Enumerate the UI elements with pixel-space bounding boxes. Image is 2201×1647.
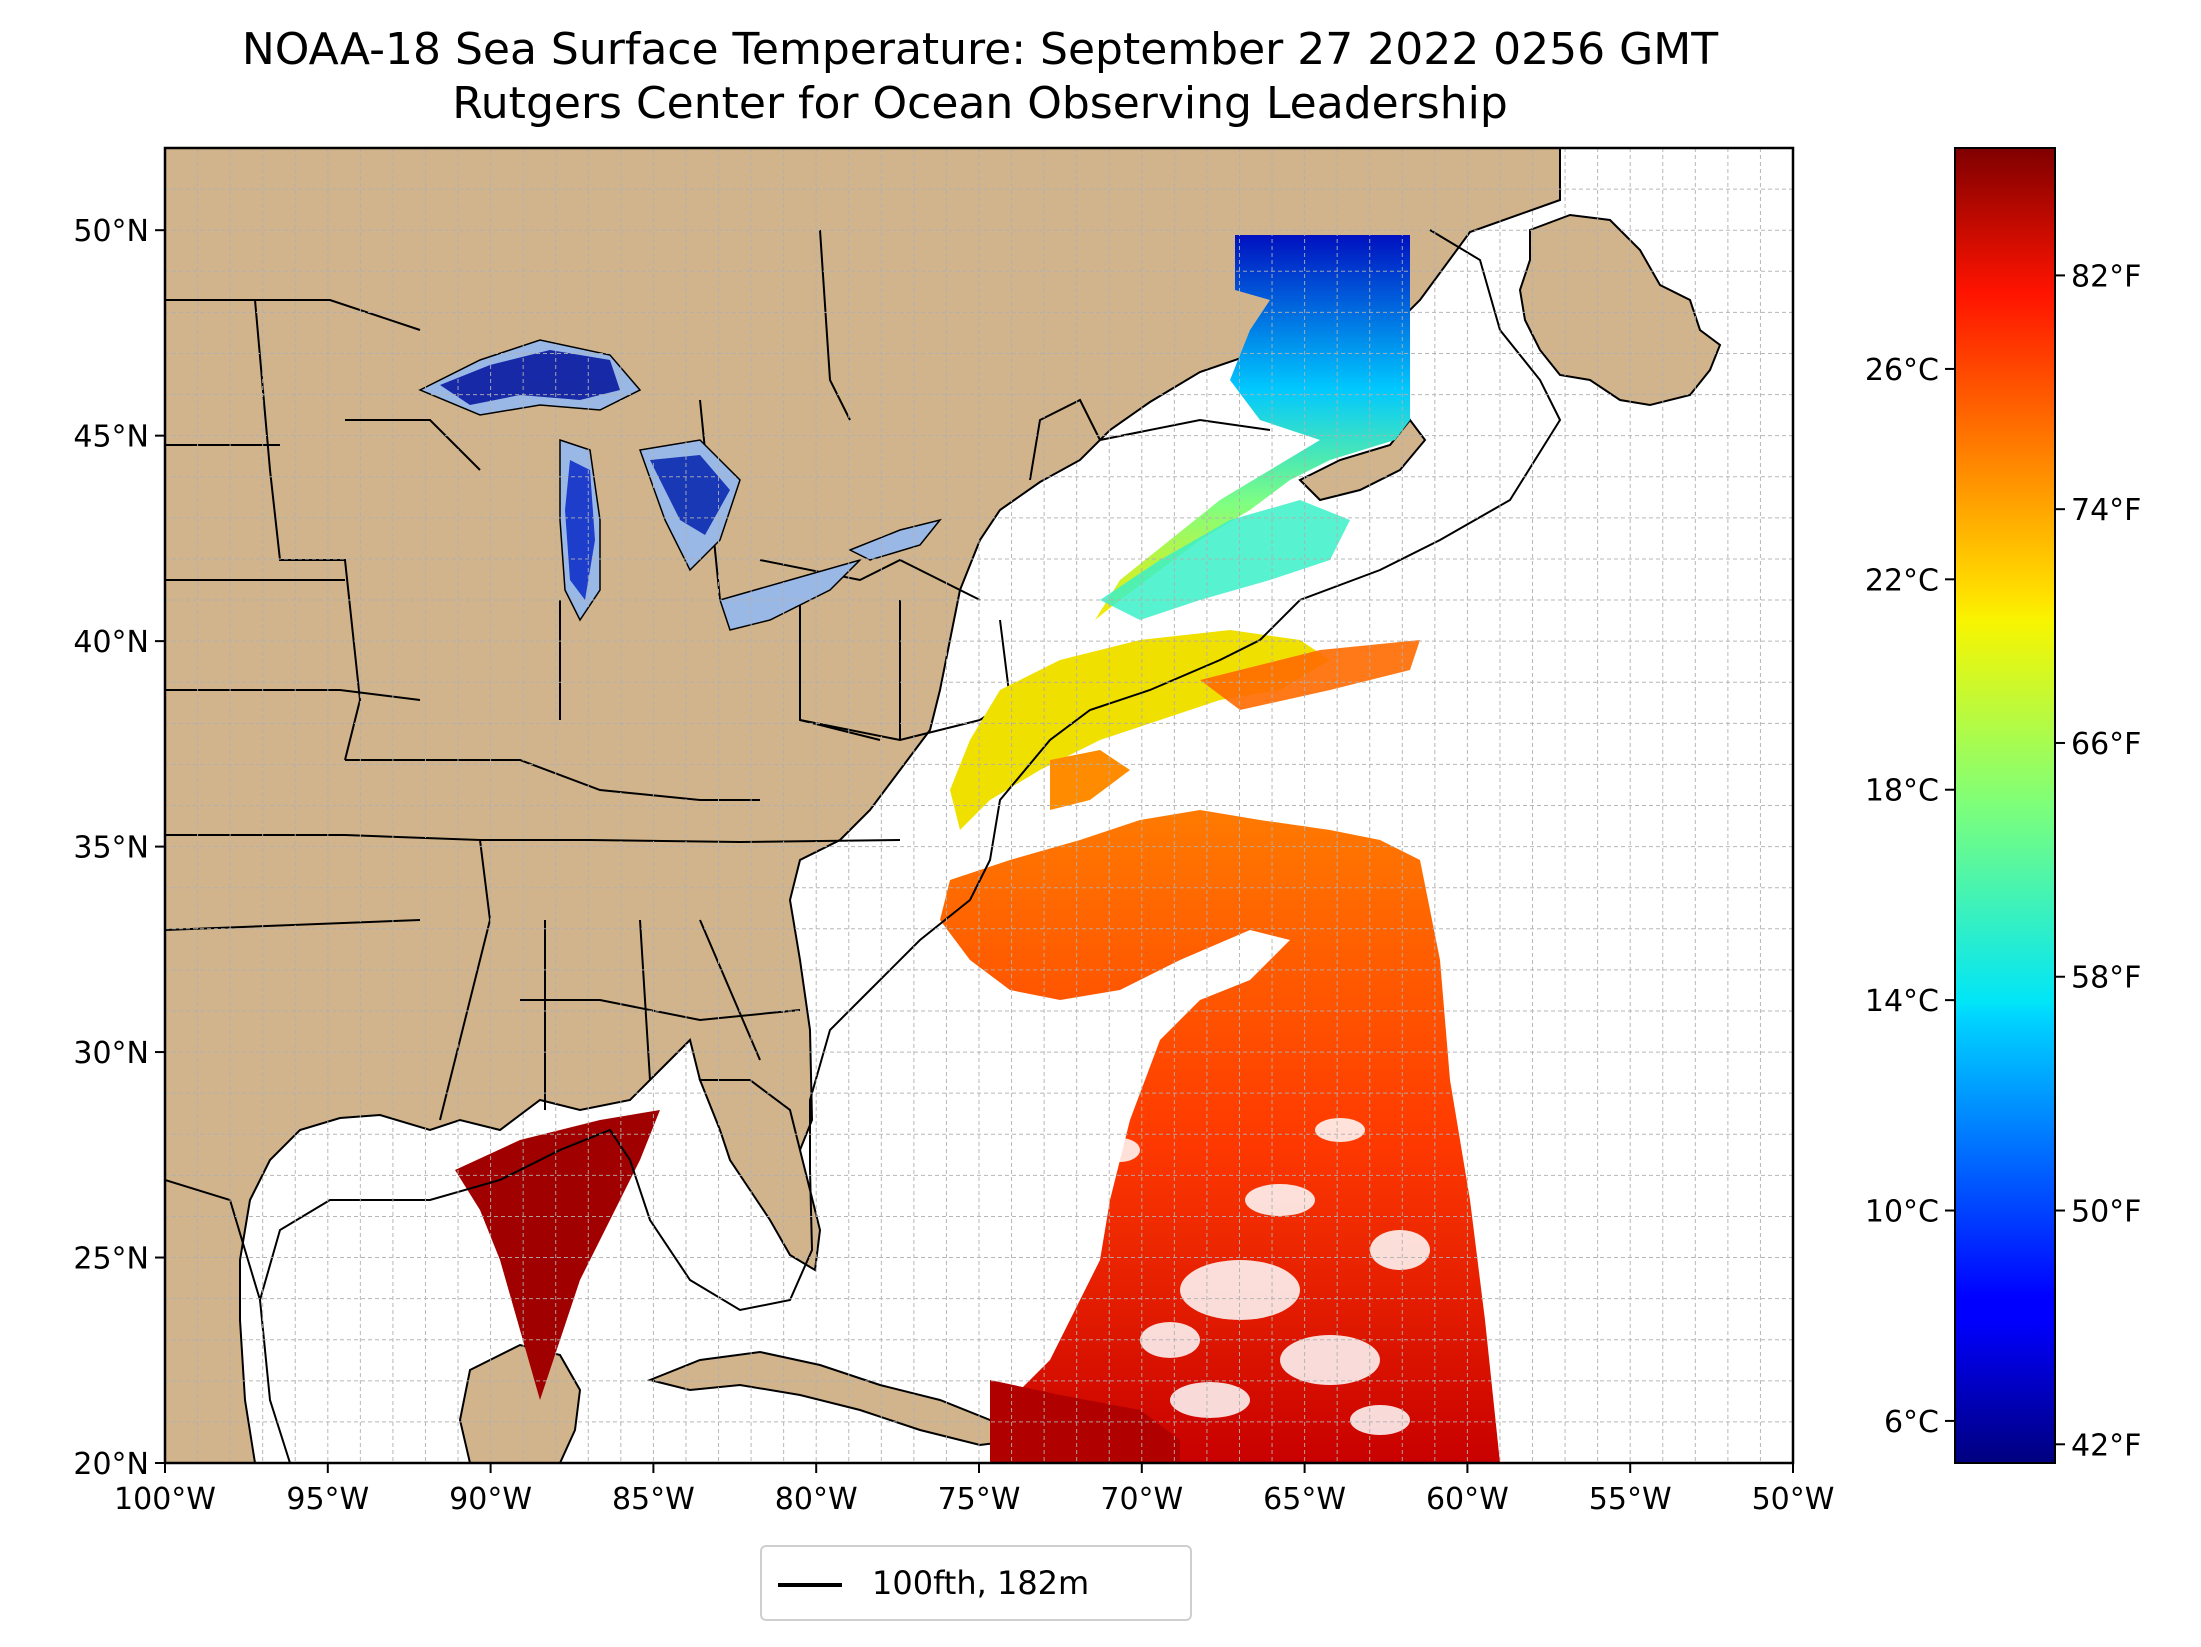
sst-swath-gulf-of-maine — [1100, 500, 1350, 620]
x-tick-label: 55°W — [1589, 1482, 1672, 1517]
x-tick-label: 70°W — [1100, 1482, 1183, 1517]
y-tick-label: 50°N — [73, 214, 149, 249]
colorbar-fahrenheit-label: 58°F — [2071, 961, 2141, 996]
legend-isobath-swatch — [778, 1583, 842, 1587]
x-tick-label: 90°W — [449, 1482, 532, 1517]
longitude-axis: 100°W 95°W 90°W 85°W 80°W 75°W 70°W 65°W 60°W 55°… — [114, 1463, 1834, 1517]
sst-swath-north — [1095, 235, 1410, 620]
y-tick-label: 30°N — [73, 1036, 149, 1071]
y-tick-label: 25°N — [73, 1242, 149, 1277]
colorbar-celsius-label: 6°C — [1884, 1405, 1939, 1440]
y-tick-label: 35°N — [73, 831, 149, 866]
colorbar-celsius-label: 10°C — [1865, 1195, 1939, 1230]
latitude-axis: 20°N 25°N 30°N 35°N 40°N 45°N 50°N — [73, 214, 165, 1482]
colorbar-celsius-label: 22°C — [1865, 563, 1939, 598]
colorbar-celsius-ticks: 6°C 10°C 14°C 18°C 22°C 26°C — [1865, 353, 1955, 1440]
nova-scotia-land — [1298, 418, 1427, 502]
x-tick-label: 75°W — [938, 1482, 1021, 1517]
map-title: NOAA-18 Sea Surface Temperature: Septemb… — [241, 24, 1719, 75]
sst-swath-offshore-band — [1200, 640, 1420, 710]
colorbar-fahrenheit-ticks: 42°F 50°F 58°F 66°F 74°F 82°F — [2055, 259, 2141, 1463]
map-subtitle: Rutgers Center for Ocean Observing Leade… — [452, 78, 1508, 129]
x-tick-label: 65°W — [1263, 1482, 1346, 1517]
lake-sst — [440, 350, 730, 600]
x-tick-label: 100°W — [114, 1482, 216, 1517]
sst-swath-shelf-warm — [1050, 750, 1130, 810]
cloud-mask — [1100, 1118, 1430, 1435]
x-tick-label: 85°W — [612, 1482, 695, 1517]
colorbar — [1954, 147, 2056, 1464]
colorbar-fahrenheit-label: 50°F — [2071, 1195, 2141, 1230]
north-america-land — [165, 148, 1561, 1463]
y-tick-label: 20°N — [73, 1447, 149, 1482]
colorbar-celsius-label: 14°C — [1865, 984, 1939, 1019]
newfoundland-land — [1518, 213, 1722, 407]
x-tick-label: 95°W — [286, 1482, 369, 1517]
legend-isobath-label: 100fth, 182m — [872, 1564, 1090, 1602]
x-tick-label: 60°W — [1426, 1482, 1509, 1517]
sst-swath-gulf — [455, 1110, 660, 1400]
colorbar-fahrenheit-label: 74°F — [2071, 493, 2141, 528]
colorbar-fahrenheit-label: 82°F — [2071, 259, 2141, 294]
x-tick-label: 50°W — [1752, 1482, 1835, 1517]
colorbar-celsius-label: 18°C — [1865, 774, 1939, 809]
y-tick-label: 40°N — [73, 625, 149, 660]
x-tick-label: 80°W — [775, 1482, 858, 1517]
colorbar-fahrenheit-label: 42°F — [2071, 1428, 2141, 1463]
sst-swath-south — [940, 810, 1500, 1463]
colorbar-celsius-label: 26°C — [1865, 353, 1939, 388]
legend: 100fth, 182m — [760, 1545, 1192, 1621]
y-tick-label: 45°N — [73, 420, 149, 455]
isobath-100fth — [258, 229, 1562, 1463]
colorbar-fahrenheit-label: 66°F — [2071, 727, 2141, 762]
